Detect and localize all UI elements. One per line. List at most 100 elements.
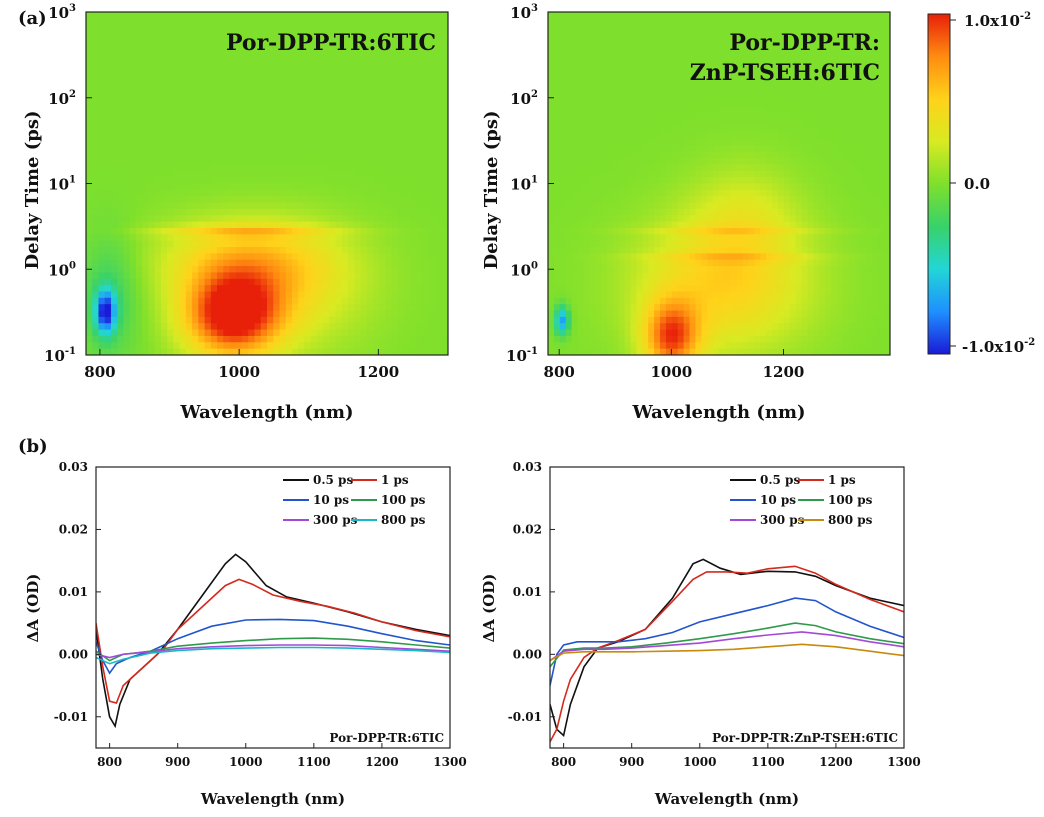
heatmap-cell: [366, 253, 374, 261]
heatmap-cell: [385, 247, 393, 254]
heatmap-cell: [235, 56, 243, 64]
heatmap-cell: [754, 62, 761, 70]
heatmap-cell: [854, 202, 862, 210]
heatmap-cell: [117, 234, 125, 242]
heatmap-cell: [391, 310, 399, 318]
heatmap-cell: [273, 81, 281, 89]
heatmap-cell: [379, 342, 387, 350]
heatmap-cell: [279, 81, 287, 89]
heatmap-cell: [854, 145, 862, 153]
heatmap-cell: [179, 297, 187, 305]
heatmap-cell: [760, 56, 767, 64]
heatmap-cell: [248, 183, 256, 191]
heatmap-cell: [860, 126, 868, 134]
heatmap-cell: [110, 88, 118, 96]
heatmap-cell: [310, 107, 318, 115]
heatmap-cell: [689, 158, 697, 166]
heatmap-cell: [878, 189, 885, 197]
heatmap-cell: [783, 170, 791, 178]
heatmap-cell: [398, 304, 405, 312]
heatmap-cell: [410, 81, 418, 89]
heatmap-cell: [624, 107, 632, 115]
heatmap-cell: [872, 88, 879, 96]
heatmap-cell: [354, 56, 362, 64]
heatmap-cell: [273, 291, 281, 299]
heatmap-cell: [129, 304, 137, 312]
heatmap-cell: [310, 100, 318, 108]
heatmap-cell: [341, 75, 349, 83]
heatmap-cell: [98, 196, 106, 204]
heatmap-cell: [291, 139, 299, 146]
heatmap-cell: [310, 81, 318, 89]
heatmap-cell: [179, 240, 187, 248]
heatmap-cell: [707, 145, 714, 153]
heatmap-cell: [379, 151, 387, 159]
heatmap-cell: [441, 50, 448, 58]
heatmap-cell: [142, 145, 150, 153]
heatmap-cell: [366, 291, 374, 299]
heatmap-cell: [416, 335, 424, 343]
heatmap-cell: [660, 18, 667, 26]
heatmap-cell: [323, 100, 331, 108]
heatmap-cell: [366, 266, 374, 274]
heatmap-cell: [754, 107, 761, 115]
heatmap-cell: [848, 132, 856, 140]
heatmap-cell: [348, 158, 355, 166]
panel-label-b: (b): [18, 436, 48, 457]
heatmap-cell: [783, 88, 791, 96]
heatmap-cell: [167, 348, 174, 355]
heatmap-cell: [210, 145, 218, 153]
heatmap-cell: [110, 208, 118, 216]
heatmap-cell: [217, 316, 224, 324]
heatmap-cell: [730, 24, 738, 32]
heatmap-cell: [606, 94, 614, 102]
heatmap-cell: [148, 196, 156, 204]
heatmap-cell: [242, 170, 249, 178]
heatmap-cell: [354, 24, 362, 32]
heatmap-cell: [404, 18, 412, 26]
heatmap-cell: [310, 113, 318, 121]
heatmap-cell: [831, 202, 838, 210]
heatmap-cell: [429, 94, 437, 102]
heatmap-cell: [724, 113, 732, 121]
heatmap-cell: [235, 139, 243, 146]
heatmap-cell: [606, 18, 614, 26]
heatmap-cell: [831, 132, 838, 140]
heatmap-cell: [235, 119, 243, 127]
heatmap-cell: [204, 113, 212, 121]
heatmap-cell: [86, 221, 93, 229]
heatmap-cell: [618, 88, 626, 96]
heatmap-cell: [648, 24, 655, 32]
heatmap-cell: [254, 31, 262, 39]
heatmap-cell: [373, 329, 380, 337]
heatmap-cell: [223, 139, 231, 146]
heatmap-cell: [795, 100, 803, 108]
heatmap-cell: [235, 329, 243, 337]
heatmap-cell: [298, 304, 306, 312]
heatmap-cell: [612, 113, 620, 121]
heatmap-cell: [129, 253, 137, 261]
heatmap-cell: [754, 183, 761, 191]
heatmap-cell: [624, 81, 632, 89]
heatmap-cell: [742, 177, 750, 185]
heatmap-cell: [665, 75, 673, 83]
heatmap-cell: [683, 177, 691, 185]
heatmap-cell: [142, 196, 150, 204]
heatmap-cell: [135, 107, 143, 115]
heatmap-cell: [636, 132, 643, 140]
heatmap-cell: [379, 196, 387, 204]
heatmap-cell: [323, 88, 331, 96]
heatmap-cell: [385, 183, 393, 191]
heatmap-cell: [123, 208, 131, 216]
heatmap-cell: [316, 75, 324, 83]
heatmap-cell: [423, 31, 430, 39]
heatmap-cell: [142, 126, 150, 134]
heatmap-cell: [173, 189, 181, 197]
heatmap-cell: [836, 75, 844, 83]
heatmap-cell: [135, 335, 143, 343]
heatmap-cell: [379, 164, 387, 172]
heatmap-cell: [123, 323, 131, 331]
heatmap-cell: [736, 170, 744, 178]
heatmap-cell: [354, 215, 362, 223]
heatmap-cell: [884, 132, 890, 140]
